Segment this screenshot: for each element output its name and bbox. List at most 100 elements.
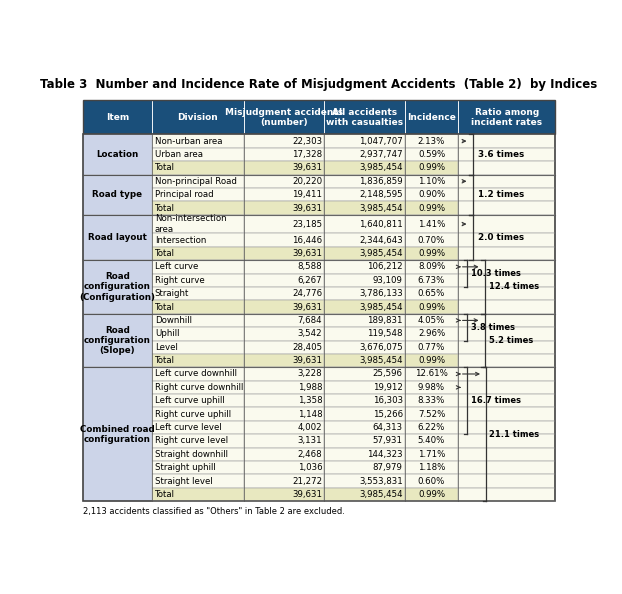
- Text: Right curve uphill: Right curve uphill: [155, 410, 231, 419]
- Bar: [458, 434, 555, 448]
- Bar: [405, 488, 458, 501]
- Bar: [458, 488, 555, 501]
- Text: 1,047,707: 1,047,707: [359, 137, 402, 146]
- Bar: [244, 287, 324, 301]
- Bar: [244, 233, 324, 247]
- Bar: [458, 381, 555, 394]
- Text: 2.0 times: 2.0 times: [478, 233, 524, 242]
- Text: 22,303: 22,303: [292, 137, 322, 146]
- Bar: [244, 215, 324, 233]
- Text: 3,985,454: 3,985,454: [359, 204, 402, 213]
- Text: 106,212: 106,212: [367, 263, 402, 271]
- Bar: [458, 475, 555, 488]
- Bar: [244, 273, 324, 287]
- Text: 8.33%: 8.33%: [418, 396, 445, 405]
- Bar: [152, 247, 244, 260]
- Text: 3.6 times: 3.6 times: [478, 150, 524, 159]
- Text: Total: Total: [155, 204, 175, 213]
- Bar: [244, 367, 324, 381]
- Text: 1.2 times: 1.2 times: [478, 190, 524, 199]
- Bar: [405, 188, 458, 201]
- Bar: [152, 301, 244, 314]
- Text: 2,148,595: 2,148,595: [359, 190, 402, 199]
- Bar: [244, 314, 324, 327]
- Bar: [405, 201, 458, 215]
- Text: 12.4 times: 12.4 times: [489, 282, 539, 292]
- Text: 39,631: 39,631: [292, 249, 322, 258]
- Bar: [152, 407, 244, 421]
- Bar: [152, 201, 244, 215]
- Bar: [152, 448, 244, 461]
- Bar: [152, 327, 244, 340]
- Text: Left curve: Left curve: [155, 263, 198, 271]
- Text: 93,109: 93,109: [373, 276, 402, 285]
- Text: 64,313: 64,313: [373, 423, 402, 432]
- Bar: [324, 461, 405, 475]
- Text: 3.8 times: 3.8 times: [471, 323, 515, 331]
- Bar: [244, 327, 324, 340]
- Text: Non-intersection
area: Non-intersection area: [155, 214, 226, 234]
- Text: 3,985,454: 3,985,454: [359, 249, 402, 258]
- Text: 2,113 accidents classified as "Others" in Table 2 are excluded.: 2,113 accidents classified as "Others" i…: [83, 507, 345, 516]
- Text: 1,836,859: 1,836,859: [359, 177, 402, 186]
- Bar: [405, 434, 458, 448]
- Text: Left curve downhill: Left curve downhill: [155, 369, 237, 378]
- Bar: [405, 273, 458, 287]
- Bar: [152, 475, 244, 488]
- Bar: [152, 233, 244, 247]
- Text: 21.1 times: 21.1 times: [489, 429, 539, 439]
- Bar: [405, 134, 458, 148]
- Bar: [324, 188, 405, 201]
- Text: 1.71%: 1.71%: [418, 450, 445, 459]
- Bar: [244, 421, 324, 434]
- Text: 6.73%: 6.73%: [418, 276, 445, 285]
- Bar: [244, 100, 324, 134]
- Text: 2,344,643: 2,344,643: [359, 236, 402, 245]
- Bar: [405, 148, 458, 161]
- Bar: [324, 175, 405, 188]
- Text: Non-principal Road: Non-principal Road: [155, 177, 236, 186]
- Bar: [244, 475, 324, 488]
- Bar: [458, 100, 555, 134]
- Bar: [244, 188, 324, 201]
- Bar: [458, 448, 555, 461]
- Bar: [458, 314, 555, 327]
- Bar: [458, 354, 555, 367]
- Text: 0.99%: 0.99%: [418, 490, 445, 499]
- Text: 39,631: 39,631: [292, 302, 322, 311]
- Text: Non-urban area: Non-urban area: [155, 137, 222, 146]
- Text: 0.65%: 0.65%: [418, 289, 445, 298]
- Bar: [324, 134, 405, 148]
- Text: 3,131: 3,131: [297, 437, 322, 446]
- Bar: [152, 134, 244, 148]
- Bar: [83, 134, 555, 501]
- Text: Road layout: Road layout: [88, 233, 147, 242]
- Text: 1,036: 1,036: [297, 463, 322, 472]
- Text: 25,596: 25,596: [373, 369, 402, 378]
- Text: Total: Total: [155, 163, 175, 172]
- Text: Urban area: Urban area: [155, 150, 203, 159]
- Text: 0.99%: 0.99%: [418, 356, 445, 365]
- Text: 10.3 times: 10.3 times: [471, 269, 521, 278]
- Bar: [458, 233, 555, 247]
- Bar: [244, 247, 324, 260]
- Text: 0.59%: 0.59%: [418, 150, 445, 159]
- Bar: [405, 233, 458, 247]
- Bar: [458, 134, 555, 148]
- Text: 1,148: 1,148: [297, 410, 322, 419]
- Bar: [405, 394, 458, 407]
- Text: Total: Total: [155, 302, 175, 311]
- Bar: [152, 188, 244, 201]
- Text: 16,303: 16,303: [373, 396, 402, 405]
- Bar: [458, 148, 555, 161]
- Bar: [458, 394, 555, 407]
- Bar: [405, 461, 458, 475]
- Text: 39,631: 39,631: [292, 204, 322, 213]
- Text: 189,831: 189,831: [367, 316, 402, 325]
- Bar: [405, 340, 458, 354]
- Text: Ratio among
incident rates: Ratio among incident rates: [471, 108, 542, 127]
- Bar: [152, 461, 244, 475]
- Text: Uphill: Uphill: [155, 329, 179, 339]
- Text: Right curve downhill: Right curve downhill: [155, 383, 243, 392]
- Bar: [324, 367, 405, 381]
